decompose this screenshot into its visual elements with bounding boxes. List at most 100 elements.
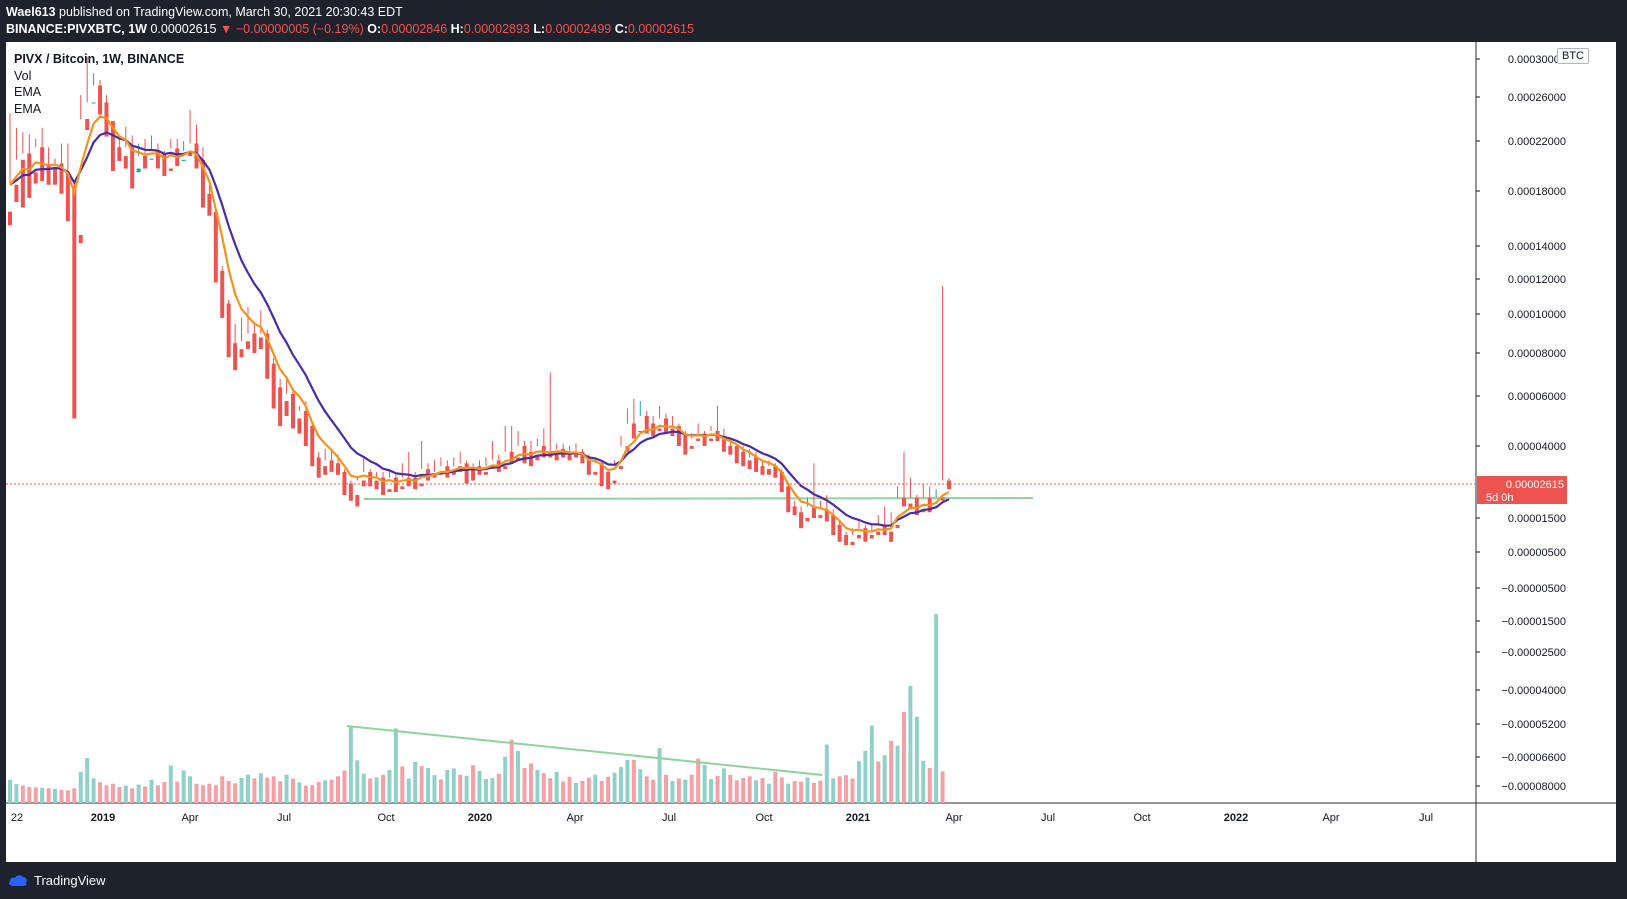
volume-bar xyxy=(130,788,135,803)
price-chart[interactable]: 0.00030000 0.00026000 0.00022000 0.00018000… xyxy=(6,42,1616,862)
volume-bar xyxy=(908,685,913,803)
last-price: 0.00002615 xyxy=(150,22,217,36)
volume-bar xyxy=(831,778,836,803)
candle-body xyxy=(78,235,83,244)
volume-bar xyxy=(40,787,45,803)
candle-body xyxy=(271,363,276,409)
candle-body xyxy=(799,512,804,529)
candle-body xyxy=(940,497,945,501)
volume-bar xyxy=(85,757,90,803)
price-axis-label: −0.00004000 xyxy=(1501,685,1566,697)
volume-bar xyxy=(72,788,77,803)
volume-bar xyxy=(181,770,186,803)
candle-body xyxy=(91,102,96,104)
time-axis-label: Apr xyxy=(181,812,198,824)
legend-volume[interactable]: Vol xyxy=(14,68,32,83)
candle-body xyxy=(889,531,894,542)
volume-bar xyxy=(811,782,816,803)
volume-bar xyxy=(265,777,270,803)
candle-body xyxy=(689,446,694,449)
volume-bar xyxy=(471,765,476,803)
volume-bar xyxy=(921,760,926,803)
low-value: 0.00002499 xyxy=(545,22,612,36)
time-axis-label: Oct xyxy=(1133,812,1150,824)
publication-line: Wael613 published on TradingView.com, Ma… xyxy=(6,5,403,19)
price-axis-label: 0.00006000 xyxy=(1508,391,1566,403)
candle-body xyxy=(361,480,366,487)
candle-body xyxy=(136,168,141,173)
volume-bar xyxy=(837,776,842,803)
candle-body xyxy=(914,497,919,516)
candle-body xyxy=(46,166,51,185)
volume-bar xyxy=(934,614,939,803)
candle-body xyxy=(65,172,70,222)
candle-body xyxy=(773,466,778,478)
volume-bar xyxy=(541,773,546,803)
candle-body xyxy=(844,535,849,546)
volume-bar xyxy=(696,758,701,803)
candle-body xyxy=(850,541,855,546)
candle-body xyxy=(406,477,411,487)
volume-bar xyxy=(387,770,392,803)
volume-bar xyxy=(824,744,829,803)
volume-bar xyxy=(426,767,431,803)
chart-area[interactable]: 0.00030000 0.00026000 0.00022000 0.00018000… xyxy=(6,42,1616,862)
volume-bar xyxy=(766,783,771,803)
candle-body xyxy=(213,211,218,283)
candle-body xyxy=(381,477,386,495)
time-axis-label: Apr xyxy=(945,812,962,824)
volume-bar xyxy=(220,776,225,803)
volume-bar xyxy=(844,775,849,803)
volume-bar xyxy=(516,750,521,803)
price-axis-label: −0.00005200 xyxy=(1501,719,1566,731)
volume-bar xyxy=(496,773,501,803)
candle-body xyxy=(676,426,681,446)
volume-bar xyxy=(586,777,591,803)
legend-ema-1[interactable]: EMA xyxy=(14,85,42,99)
candle-body xyxy=(336,463,341,475)
high-value: 0.00002893 xyxy=(463,22,530,36)
volume-bar xyxy=(618,767,623,803)
time-axis-label: 2021 xyxy=(846,812,870,824)
volume-bar xyxy=(683,779,688,803)
legend-ema-2[interactable]: EMA xyxy=(14,101,42,116)
candle-body xyxy=(901,497,906,507)
volume-bar xyxy=(657,748,662,803)
volume-bar xyxy=(381,774,386,803)
volume-bar xyxy=(233,783,238,803)
candle-body xyxy=(779,471,784,493)
volume-bar xyxy=(754,780,759,803)
candle-body xyxy=(908,503,913,510)
volume-bar xyxy=(413,761,418,803)
volume-bar xyxy=(458,774,463,803)
candle-body xyxy=(593,471,598,475)
volume-bar xyxy=(625,759,630,803)
time-axis-label: Apr xyxy=(566,812,583,824)
price-axis-label: 0.00030000 xyxy=(1508,54,1566,66)
price-axis-label: 0.00014000 xyxy=(1508,241,1566,253)
volume-bar xyxy=(361,773,366,803)
price-axis-label: 0.00000500 xyxy=(1508,547,1566,559)
volume-bar xyxy=(509,739,514,803)
low-label: L: xyxy=(533,22,546,36)
author-name[interactable]: Wael613 xyxy=(6,5,56,19)
volume-bar xyxy=(348,726,353,803)
currency-button[interactable]: BTC xyxy=(1557,48,1589,64)
legend-symbol[interactable]: PIVX / Bitcoin, 1W, BINANCE xyxy=(14,52,185,66)
volume-bar xyxy=(599,780,604,803)
candle-body xyxy=(696,438,701,441)
candle-body xyxy=(239,349,244,358)
candle-body xyxy=(863,528,868,542)
volume-bar xyxy=(8,779,12,803)
volume-bar xyxy=(46,788,51,803)
volume-bar xyxy=(162,781,167,803)
volume-bar xyxy=(329,779,334,803)
candle-body xyxy=(818,515,823,518)
candle-body xyxy=(657,428,662,431)
candle-body xyxy=(278,387,283,426)
volume-bar xyxy=(709,779,714,803)
price-axis-label: 0.00004000 xyxy=(1508,441,1566,453)
candle-body xyxy=(805,518,810,522)
candle-body xyxy=(14,184,19,202)
price-axis-label: 0.00022000 xyxy=(1508,136,1566,148)
